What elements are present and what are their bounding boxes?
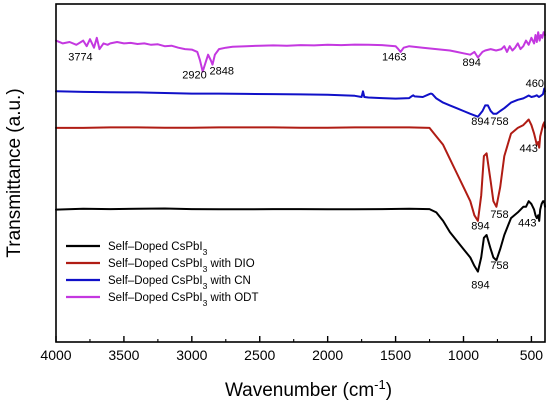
- x-axis-title: Wavenumber (cm-1): [225, 377, 392, 402]
- x-tick-label: 1000: [448, 347, 479, 363]
- x-tick-label: 2000: [312, 347, 343, 363]
- legend-label-1: Self–Doped CsPbI3 with DIO: [108, 258, 255, 274]
- peak-label: 2920: [182, 70, 206, 82]
- peak-label: 443: [518, 218, 536, 230]
- x-tick-label: 4000: [40, 347, 71, 363]
- peak-label: 894: [471, 279, 489, 291]
- peak-label: 758: [490, 209, 508, 221]
- y-axis-title: Transmittance (a.u.): [4, 88, 25, 257]
- series-line-0: [55, 200, 546, 273]
- x-tick-label: 3000: [176, 347, 207, 363]
- peak-label: 758: [490, 116, 508, 128]
- peak-label: 443: [520, 143, 538, 155]
- peak-label: 758: [490, 260, 508, 272]
- x-tick-label: 1500: [380, 347, 411, 363]
- x-axis-ticks: 4000 3500 3000 2500 2000 1500 1000 500: [40, 336, 543, 363]
- peak-label: 894: [471, 220, 489, 232]
- peak-label: 1463: [382, 51, 406, 63]
- x-tick-label: 3500: [108, 347, 139, 363]
- peak-label: 460: [526, 78, 544, 90]
- peak-label: 2848: [209, 65, 233, 77]
- legend-label-0: Self–Doped CsPbI3: [108, 241, 208, 257]
- legend-label-3: Self–Doped CsPbI3 with ODT: [108, 292, 258, 308]
- x-tick-label: 2500: [244, 347, 275, 363]
- peak-label: 3774: [68, 51, 92, 63]
- peak-label: 894: [471, 116, 489, 128]
- peak-label: 894: [462, 57, 480, 69]
- series-layer: [55, 31, 546, 273]
- legend-label-2: Self–Doped CsPbI3 with CN: [108, 275, 251, 291]
- series-line-1: [55, 118, 546, 222]
- plot-frame: [55, 3, 546, 343]
- series-line-2: [55, 87, 546, 118]
- series-line-3: [55, 31, 546, 73]
- x-tick-label: 500: [520, 347, 544, 363]
